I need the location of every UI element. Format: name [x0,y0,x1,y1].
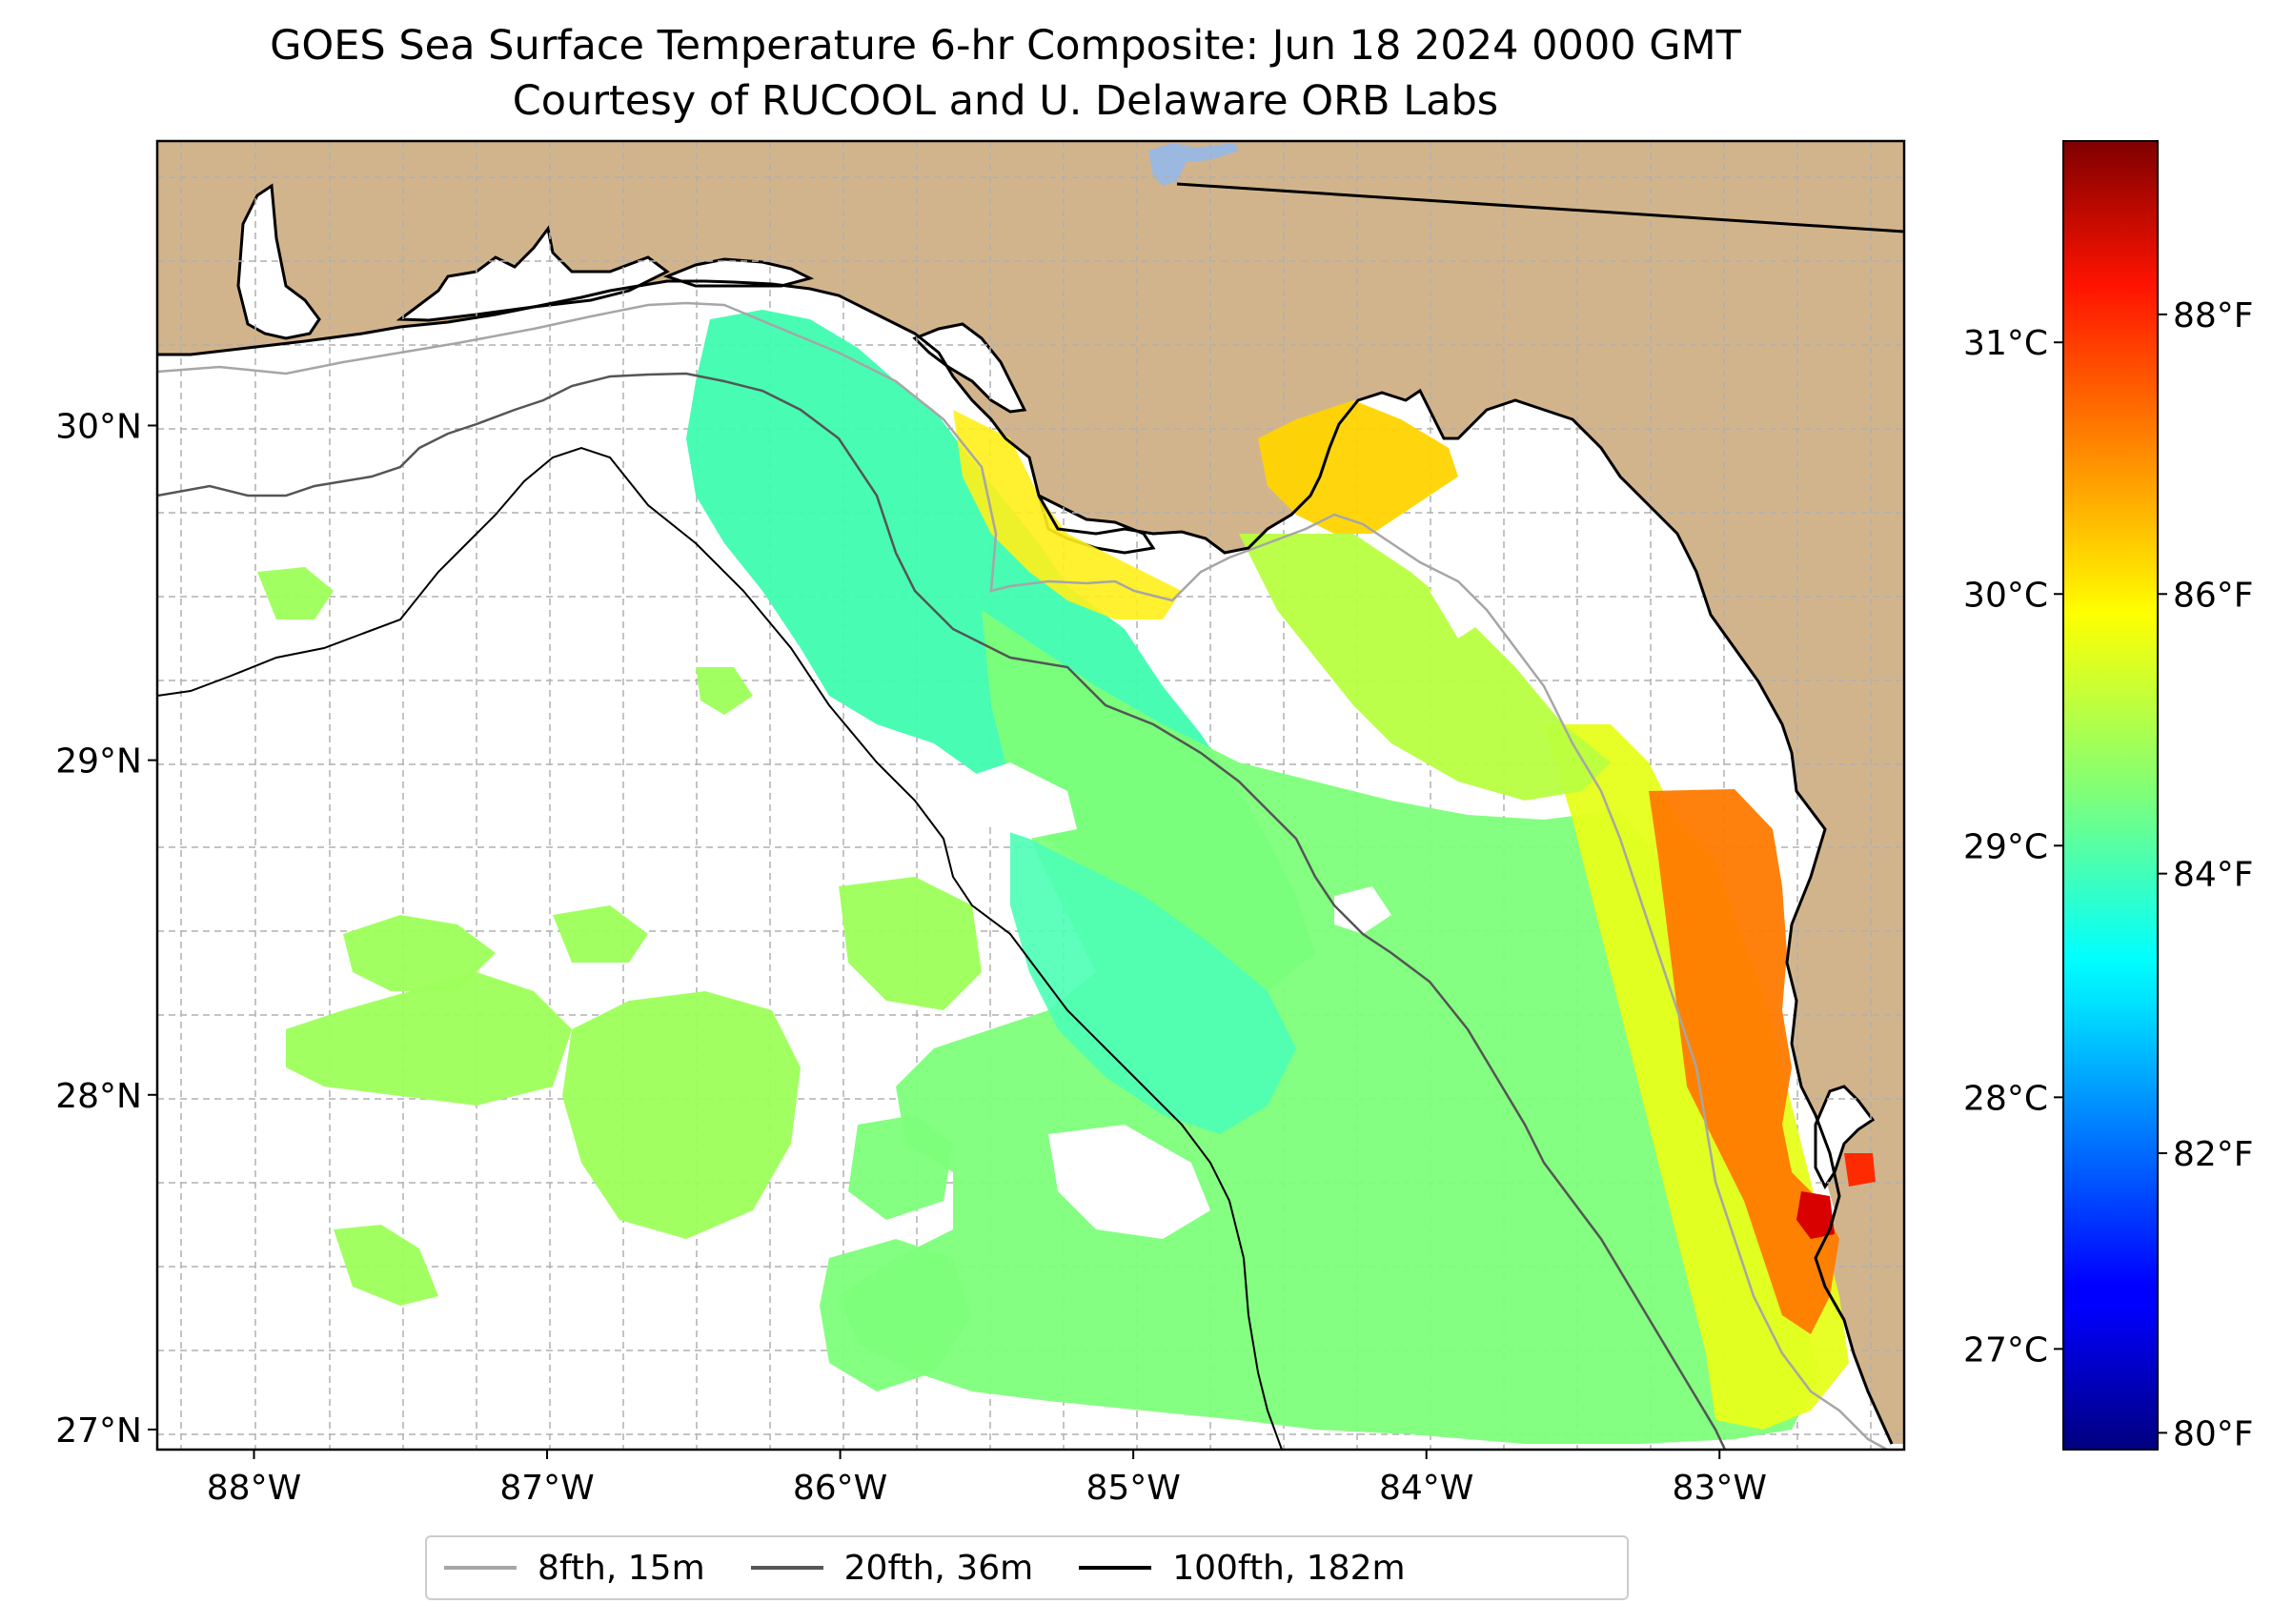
map-title: GOES Sea Surface Temperature 6-hr Compos… [270,22,1741,70]
sst-field [257,310,1876,1444]
sst-teal-core [1010,829,1296,1134]
sst-south-patch [820,1239,972,1391]
legend-swatch [1079,1566,1152,1570]
lon-tick-label: 87°W [499,1469,594,1508]
fahrenheit-tick-label: 88°F [2173,296,2254,335]
land-areas [157,141,1904,1444]
legend-item-20fth: 20fth, 36m [734,1537,1063,1598]
sst-red-spot-2 [1844,1153,1876,1187]
colorbar [2062,140,2159,1451]
fahrenheit-tick-label: 82°F [2173,1135,2254,1174]
sst-west-patch-1 [286,972,572,1106]
isobaths [157,301,1888,1450]
lon-tick-label: 85°W [1086,1469,1180,1508]
sst-bigbend-green [1239,534,1611,801]
celsius-tick-label: 29°C [1963,827,2048,866]
sst-west-patch-5 [334,1225,438,1306]
legend-label: 100fth, 182m [1172,1548,1406,1588]
celsius-tick-label: 27°C [1963,1330,2048,1370]
lon-tick-label: 86°W [793,1469,887,1508]
longitude-axis: 88°W 87°W 86°W 85°W 84°W 83°W [207,1450,1767,1508]
legend-label: 8fth, 15m [538,1548,705,1588]
isobath-legend: 8fth, 15m 20fth, 36m 100fth, 182m [425,1535,1629,1600]
legend-swatch [750,1566,823,1570]
isobath-100fth [157,446,1283,1450]
land-tampa-peninsula [1825,1120,1904,1277]
mobile-bay [236,183,321,340]
lat-tick-label: 30°N [55,407,142,446]
lon-tick-label: 88°W [207,1469,301,1508]
coastline [157,279,1894,1445]
cloud-gap-3 [1334,886,1391,934]
cloud-gap-2 [1048,1125,1210,1239]
choctawhatchee-bay [662,257,815,288]
legend-swatch [444,1566,517,1570]
isobath-8fth [157,301,1888,1450]
celsius-tick-label: 30°C [1963,576,2048,615]
map-frame [155,139,1906,1451]
state-border [1176,182,1904,233]
map-subtitle: Courtesy of RUCOOL and U. Delaware ORB L… [512,77,1499,125]
sst-west-patch-8 [839,877,982,1010]
colorbar-celsius-axis: 27°C 28°C 29°C 30°C 31°C [1963,324,2063,1370]
fahrenheit-tick-label: 80°F [2173,1414,2254,1453]
sst-west-patch-3 [562,991,801,1239]
sst-west-patch-7 [696,667,753,715]
sst-apalachicola-yellow [953,410,1182,619]
fahrenheit-tick-label: 86°F [2173,576,2254,615]
sst-west-patch-2 [343,915,496,991]
sst-red-spot [1796,1191,1835,1239]
latitude-axis: 27°N 28°N 29°N 30°N [55,407,157,1451]
sst-west-patch-6 [257,567,334,619]
colorbar-fahrenheit-axis: 80°F 82°F 84°F 86°F 88°F [2158,296,2254,1453]
legend-label: 20fth, 36m [843,1548,1034,1588]
legend-item-100fth: 100fth, 182m [1062,1537,1433,1598]
land-northern-gulf-coast [157,141,1904,1444]
lat-tick-label: 29°N [55,742,142,782]
lon-tick-label: 84°W [1379,1469,1473,1508]
cloud-gap-1 [953,762,1077,839]
celsius-tick-label: 31°C [1963,324,2048,363]
sst-orange-coast [1649,789,1839,1334]
legend-item-8fth: 8fth, 15m [427,1537,734,1598]
celsius-tick-label: 28°C [1963,1079,2048,1118]
lat-tick-label: 27°N [55,1411,142,1451]
lake-seminole [1148,143,1239,186]
lat-tick-label: 28°N [55,1077,142,1116]
fahrenheit-tick-label: 84°F [2173,856,2254,895]
sst-bigbend-yellow [1258,400,1458,534]
isobath-20fth [157,372,1727,1450]
sst-west-patch-4 [553,905,648,963]
tampa-bay [1814,1085,1876,1189]
lon-tick-label: 83°W [1673,1469,1767,1508]
sst-west-patch-9 [848,1115,953,1220]
